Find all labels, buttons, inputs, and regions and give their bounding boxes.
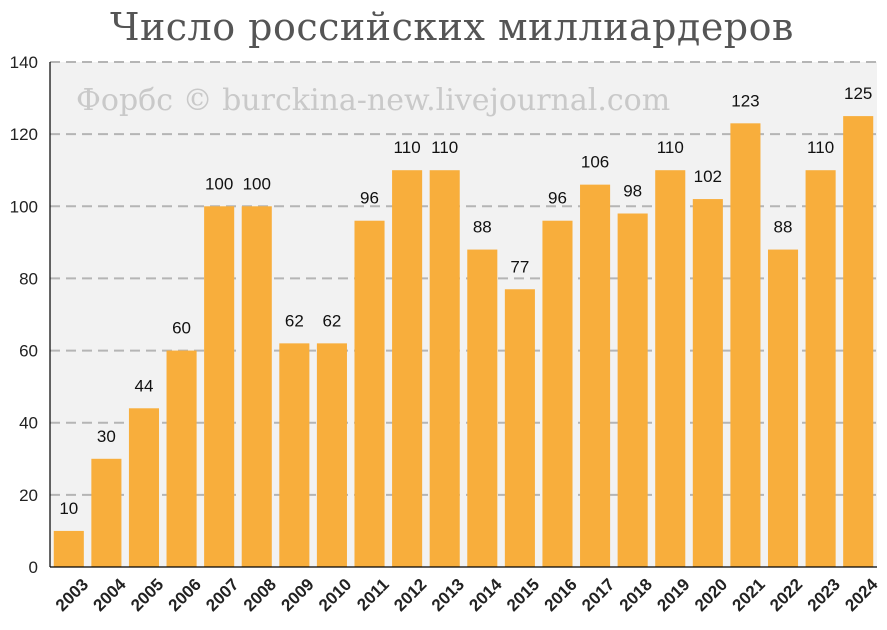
data-label: 96	[548, 189, 567, 208]
data-label: 110	[431, 138, 458, 157]
data-label: 102	[694, 167, 722, 186]
data-label: 110	[807, 138, 834, 157]
x-tick-label: 2008	[240, 575, 280, 615]
y-axis: 0 20 40 60 80 100 120 140	[10, 53, 51, 577]
x-tick-label: 2019	[653, 575, 693, 615]
x-tick-label: 2014	[465, 574, 506, 615]
watermark: Форбс © burckina-new.livejournal.com	[76, 83, 670, 118]
x-axis: 2003200420052006200720082009201020112012…	[50, 566, 882, 615]
x-tick-label: 2010	[315, 575, 355, 615]
bar	[467, 249, 498, 568]
data-label: 88	[774, 218, 793, 237]
bar	[504, 289, 535, 567]
bar	[53, 530, 84, 567]
bar	[580, 184, 611, 567]
bar	[730, 123, 761, 568]
data-label: 60	[172, 319, 191, 338]
x-tick-label: 2024	[841, 574, 882, 615]
bar	[542, 220, 573, 567]
data-label: 96	[360, 189, 379, 208]
x-tick-label: 2005	[127, 575, 167, 615]
data-label: 110	[394, 138, 421, 157]
x-tick-label: 2018	[616, 575, 656, 615]
bar	[692, 199, 723, 568]
x-tick-label: 2007	[202, 575, 242, 615]
data-label: 100	[243, 174, 271, 193]
data-label: 100	[205, 174, 233, 193]
data-label: 88	[473, 218, 492, 237]
y-tick-label: 120	[10, 125, 38, 144]
x-tick-label: 2011	[353, 575, 393, 615]
x-tick-label: 2022	[766, 575, 806, 615]
bar	[204, 206, 235, 568]
x-tick-label: 2016	[541, 575, 581, 615]
bar	[805, 170, 836, 567]
x-tick-label: 2012	[390, 575, 430, 615]
x-tick-label: 2017	[578, 575, 618, 615]
data-label: 125	[844, 84, 872, 103]
bar	[617, 213, 648, 567]
y-tick-label: 0	[29, 558, 38, 577]
data-label: 10	[59, 499, 78, 518]
x-tick-label: 2006	[165, 575, 205, 615]
x-tick-label: 2023	[804, 575, 844, 615]
bar	[429, 170, 460, 567]
bar	[279, 343, 310, 567]
data-label: 110	[657, 138, 684, 157]
bars	[53, 116, 874, 568]
y-tick-label: 60	[19, 342, 38, 361]
x-tick-label: 2015	[503, 575, 543, 615]
bar	[392, 170, 423, 567]
data-label: 62	[285, 311, 304, 330]
y-tick-label: 100	[10, 197, 38, 216]
data-label: 98	[623, 182, 642, 201]
data-label: 62	[322, 311, 341, 330]
bar	[843, 116, 874, 567]
x-tick-label: 2009	[277, 575, 317, 615]
bar	[91, 458, 122, 567]
data-label: 44	[135, 376, 154, 395]
y-tick-label: 80	[19, 269, 38, 288]
bar	[128, 408, 160, 567]
data-label: 123	[731, 91, 759, 110]
bar	[316, 343, 347, 567]
x-tick-label: 2004	[90, 574, 131, 615]
bar	[166, 350, 197, 567]
y-tick-label: 40	[19, 414, 38, 433]
data-label: 30	[97, 427, 116, 446]
data-label: 77	[510, 257, 529, 276]
x-tick-label: 2003	[52, 575, 92, 615]
x-tick-label: 2021	[729, 575, 769, 615]
bar	[767, 249, 799, 568]
bar	[241, 206, 272, 568]
data-label: 106	[581, 153, 609, 172]
x-tick-label: 2013	[428, 575, 468, 615]
x-tick-label: 2020	[691, 575, 731, 615]
bar	[354, 220, 385, 567]
y-tick-label: 20	[19, 486, 38, 505]
bar	[655, 170, 686, 567]
chart-title: Число российских миллиардеров	[110, 5, 794, 49]
y-tick-label: 140	[10, 53, 38, 72]
data-labels: 10 30 44 60 100 100 62 62 96 110 110 88 77 96 106 98 110…	[59, 84, 872, 518]
